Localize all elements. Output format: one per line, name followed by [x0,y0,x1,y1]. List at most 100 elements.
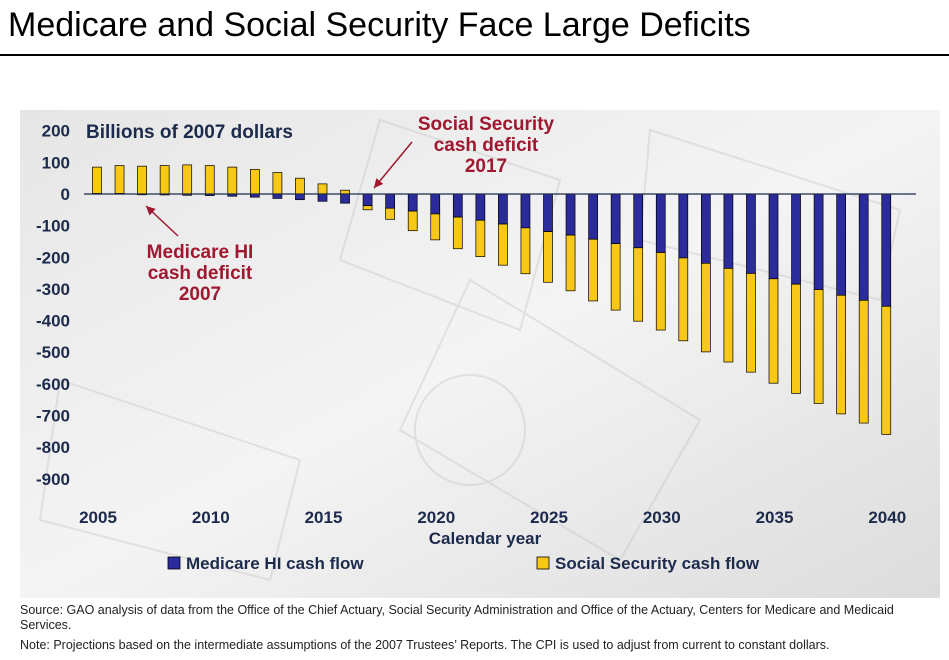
medicare-bar-2020 [430,193,441,215]
social-security-bar-2040 [881,305,892,435]
social-security-bar-2007 [137,165,147,195]
y-tick-label: 200 [42,122,70,141]
medicare-bar-2032 [700,193,711,264]
medicare-bar-2023 [498,193,508,225]
medicare-bar-2022 [475,193,486,221]
social-security-bar-2020 [430,213,441,241]
y-tick-label: 100 [42,153,70,172]
social-security-bar-2018 [385,207,395,220]
social-security-bar-2023 [498,223,508,266]
y-tick-label: -600 [36,375,70,394]
legend-label-social-security: Social Security cash flow [555,554,760,573]
y-tick-label: 0 [61,185,70,204]
background-texture [38,118,902,582]
medicare-bar-2014 [295,193,305,201]
method-note: Note: Projections based on the intermedi… [20,638,830,652]
x-axis-label: Calendar year [429,529,542,548]
social-security-deficit-arrow [373,141,413,189]
x-tick-label: 2020 [417,508,455,527]
y-axis: 200 100 0 -100 -200 -300 -400 -500 -600 -700 -800 -… [36,122,70,489]
medicare-bar-2027 [588,193,598,240]
social-security-deficit-label: Social Security cash deficit 2017 [418,114,555,177]
y-tick-label: -800 [36,438,70,457]
social-security-bar-2031 [678,257,689,342]
social-security-bar-2037 [813,289,824,404]
medicare-bar-2029 [633,193,644,249]
x-tick-label: 2010 [192,508,230,527]
social-security-bar-2034 [746,273,756,373]
social-security-bar-2011 [227,166,238,195]
social-security-bar-2032 [700,262,711,353]
social-security-bar-2022 [475,219,486,257]
unit-label: Billions of 2007 dollars [86,122,293,143]
x-tick-label: 2015 [305,508,343,527]
y-tick-label: -100 [36,217,70,236]
medicare-hi-deficit-label: Medicare HI cash deficit 2007 [147,242,254,305]
x-tick-label: 2005 [79,508,117,527]
medicare-bar-2038 [836,193,847,296]
medicare-bar-2031 [678,193,689,259]
social-security-bar-2010 [204,165,215,195]
legend-label-medicare: Medicare HI cash flow [186,554,364,573]
x-tick-label: 2035 [756,508,794,527]
social-security-bar-2024 [520,227,531,275]
medicare-bar-2036 [791,193,801,285]
social-security-bar-2013 [272,172,283,195]
medicare-bar-2037 [813,193,824,290]
social-security-bar-2017 [362,205,373,211]
y-tick-label: -700 [36,406,70,425]
social-security-bar-2027 [588,238,598,302]
social-security-bar-2028 [610,243,621,311]
medicare-bar-2013 [272,193,283,199]
social-security-bar-2033 [723,268,734,363]
medicare-hi-deficit-arrowhead [146,206,156,216]
social-security-bar-2025 [543,231,553,283]
medicare-bar-2034 [746,193,756,274]
medicare-bar-2040 [881,193,892,307]
title-rule [0,54,949,56]
social-security-bar-2026 [565,234,576,292]
medicare-bar-2025 [543,193,553,233]
medicare-bar-2016 [340,193,350,204]
y-tick-label: -500 [36,343,70,362]
legend-swatch-social-security [536,556,550,570]
medicare-bar-2019 [407,193,418,212]
legend: Medicare HI cash flow Social Security ca… [167,554,760,573]
social-security-bar-2030 [655,252,666,331]
social-security-bar-2021 [452,216,463,250]
social-security-bar-2029 [633,247,644,322]
social-security-bar-2019 [407,210,418,232]
social-security-bar-2038 [836,294,847,415]
legend-swatch-medicare [167,556,181,570]
y-tick-label: -900 [36,470,70,489]
medicare-bar-2024 [520,193,531,229]
medicare-bar-2021 [452,193,463,218]
social-security-bar-2005 [92,166,102,194]
x-tick-label: 2040 [868,508,906,527]
social-security-bar-2009 [182,164,193,195]
medicare-bar-2028 [610,193,621,245]
medicare-bar-2015 [317,193,328,202]
medicare-bar-2030 [655,193,666,253]
x-tick-label: 2025 [530,508,568,527]
medicare-bar-2026 [565,193,576,236]
x-axis: 2005 2010 2015 2020 2025 2030 2035 2040 [79,508,906,527]
slide-title: Medicare and Social Security Face Large … [8,6,751,44]
social-security-bar-2015 [317,183,328,195]
y-tick-label: -200 [36,248,70,267]
social-security-bar-2006 [114,165,125,194]
source-note: Source: GAO analysis of data from the Of… [20,603,894,632]
chart-background [20,110,940,598]
social-security-deficit-arrowhead [374,178,384,188]
social-security-bar-2035 [768,278,779,384]
social-security-bar-2039 [858,299,869,424]
medicare-bar-2018 [385,193,395,209]
y-tick-label: -300 [36,280,70,299]
x-tick-label: 2030 [643,508,681,527]
y-tick-label: -400 [36,312,70,331]
annotations: Medicare HI cash deficit 2007 Social Securi… [145,114,555,305]
social-security-bar-2008 [159,165,170,195]
social-security-bar-2036 [791,283,801,394]
medicare-bar-2039 [858,193,869,301]
